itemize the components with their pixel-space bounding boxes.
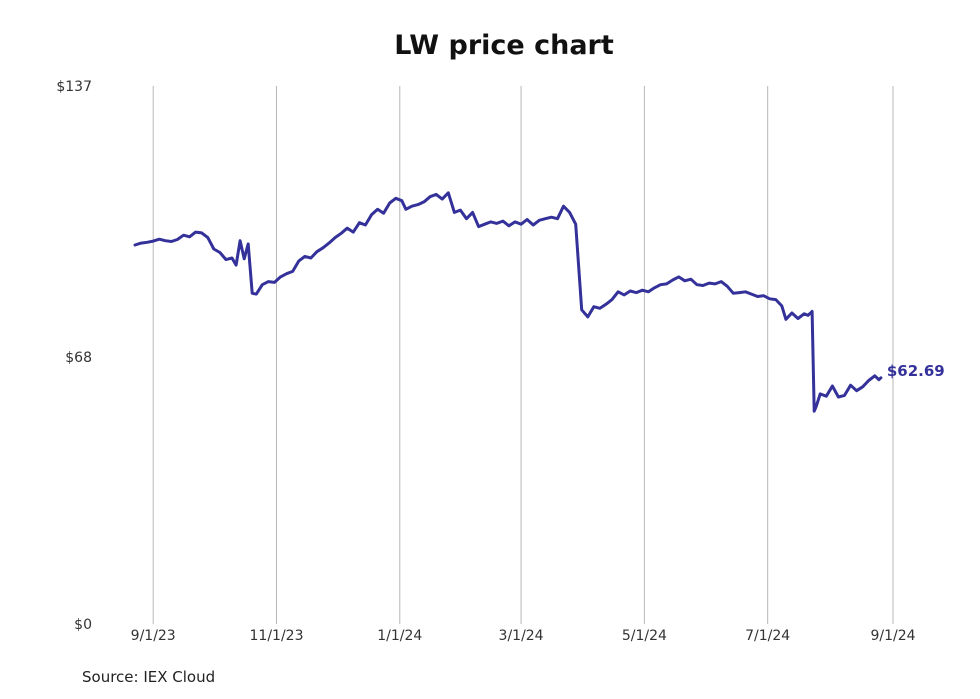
y-axis-tick-labels: $0 $68 $137	[56, 79, 92, 633]
end-value-label: $62.69	[887, 362, 945, 380]
x-tick-label: 3/1/24	[499, 628, 544, 644]
vertical-gridlines	[152, 86, 894, 624]
end-value-label-group: $62.69	[887, 362, 945, 380]
x-tick-label: 5/1/24	[622, 628, 667, 644]
chart-title: LW price chart	[394, 30, 614, 61]
price-series	[133, 191, 883, 413]
x-axis-tick-labels: 9/1/23 11/1/23 1/1/24 3/1/24 5/1/24 7/1/24 9/1…	[131, 628, 916, 644]
x-tick-label: 1/1/24	[377, 628, 422, 644]
x-tick-label: 9/1/23	[131, 628, 176, 644]
x-tick-label: 11/1/23	[250, 628, 304, 644]
y-tick-label: $137	[56, 79, 92, 95]
y-tick-label: $0	[74, 617, 92, 633]
source-note: Source: IEX Cloud	[82, 668, 216, 686]
price-line	[133, 191, 883, 413]
x-tick-label: 9/1/24	[870, 628, 915, 644]
y-tick-label: $68	[65, 350, 92, 366]
x-tick-label: 7/1/24	[745, 628, 790, 644]
